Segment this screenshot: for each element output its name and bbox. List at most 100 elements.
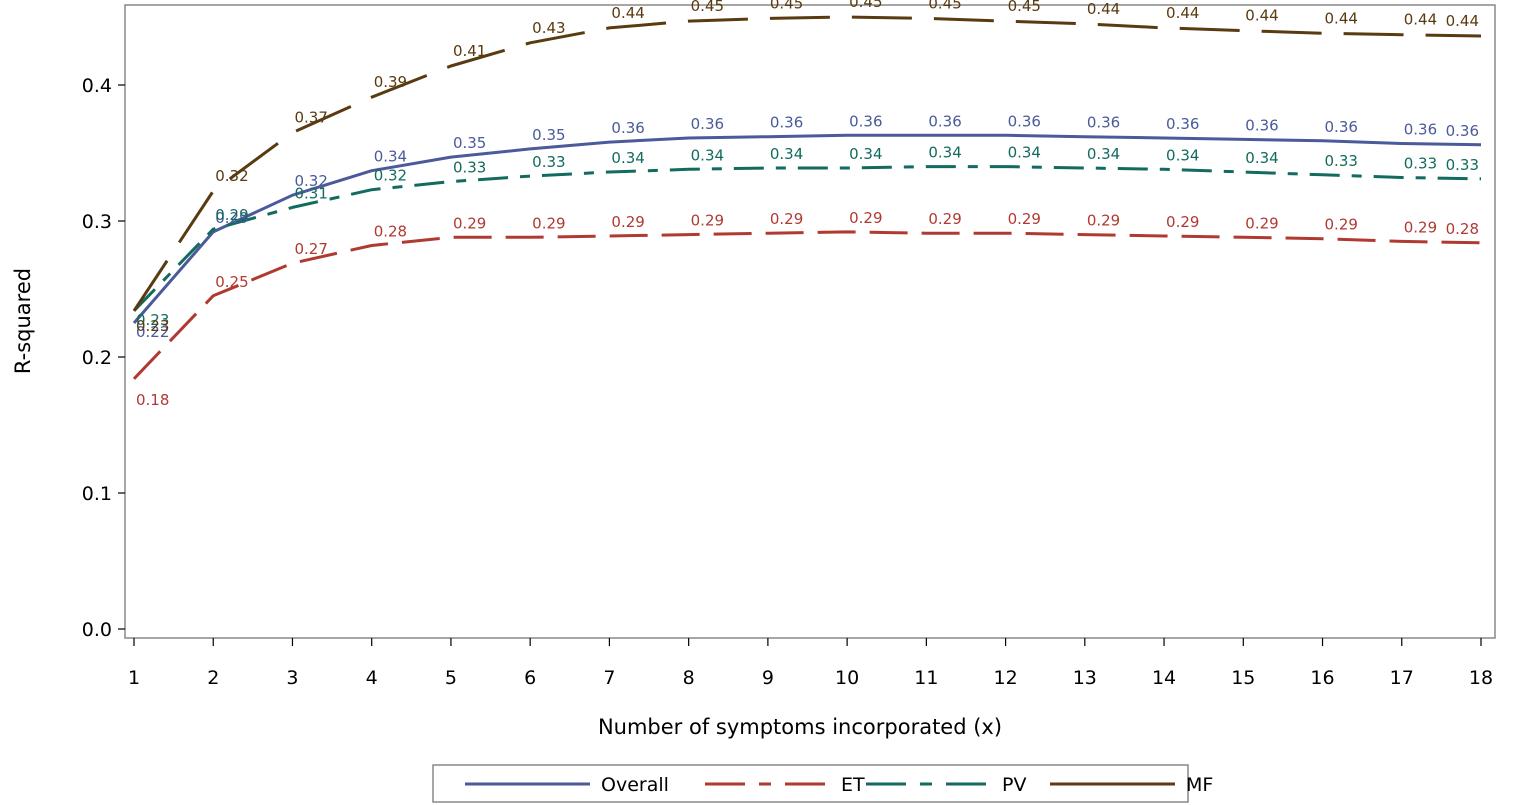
data-label-mf: 0.43 [532,19,565,37]
x-tick-label: 6 [524,667,536,689]
data-label-pv: 0.33 [1325,152,1358,170]
data-label-mf: 0.44 [1446,12,1479,30]
data-label-et: 0.29 [532,214,565,232]
data-label-et: 0.29 [611,213,644,231]
plot-frame-group [124,4,1496,639]
data-label-et: 0.18 [136,391,169,409]
data-label-pv: 0.34 [1008,144,1041,162]
x-tick-label: 17 [1390,667,1414,689]
data-label-et: 0.29 [1325,216,1358,234]
data-label-pv: 0.23 [136,311,169,329]
data-label-pv: 0.34 [691,146,724,164]
data-label-overall: 0.22 [136,323,169,341]
data-label-pv: 0.33 [453,159,486,177]
data-label-pv: 0.32 [374,167,407,185]
series-lines [132,15,1482,380]
data-label-pv: 0.33 [1404,154,1437,172]
x-tick-label: 14 [1152,667,1176,689]
y-tick-label: 0.0 [82,619,112,641]
data-label-overall: 0.36 [611,119,644,137]
x-tick-label: 1 [128,667,140,689]
x-tick-label: 7 [603,667,615,689]
x-tick-label: 10 [835,667,859,689]
data-label-et: 0.29 [1245,214,1278,232]
x-tick-label: 8 [683,667,695,689]
x-tick-label: 18 [1469,667,1493,689]
data-label-pv: 0.34 [928,144,961,162]
legend: Overall ET PV MF [432,764,1213,803]
data-label-pv: 0.29 [215,206,248,224]
data-label-overall: 0.36 [1087,114,1120,132]
data-label-et: 0.28 [374,222,407,240]
data-label-overall: 0.36 [770,114,803,132]
data-label-overall: 0.29 [215,209,248,227]
data-label-pv: 0.33 [532,153,565,171]
data-label-pv: 0.33 [1446,156,1479,174]
data-label-pv: 0.34 [1166,146,1199,164]
x-tick-label: 9 [762,667,774,689]
data-label-et: 0.29 [849,209,882,227]
data-label-overall: 0.36 [1325,118,1358,136]
x-tick-label: 3 [286,667,298,689]
data-label-mf: 0.23 [136,317,169,335]
y-tick-label: 0.2 [82,347,112,369]
x-axis: 1 2 3 4 5 6 7 8 9 10 11 12 13 14 15 16 17 18 [128,638,1493,689]
data-label-et: 0.29 [1166,213,1199,231]
data-label-overall: 0.36 [928,112,961,130]
data-label-et: 0.29 [1404,218,1437,236]
data-label-mf: 0.45 [691,0,724,15]
data-label-overall: 0.36 [1404,120,1437,138]
data-label-mf: 0.44 [1087,0,1120,18]
data-label-pv: 0.31 [294,184,327,202]
data-label-overall: 0.36 [691,115,724,133]
data-label-mf: 0.37 [294,109,327,127]
data-label-pv: 0.34 [611,149,644,167]
data-label-overall: 0.36 [1008,112,1041,130]
data-label-mf: 0.45 [770,0,803,12]
data-label-overall: 0.36 [1245,116,1278,134]
data-label-overall: 0.32 [294,172,327,190]
series-line-et [132,230,1482,380]
series-line-mf [132,15,1482,312]
data-label-overall: 0.34 [374,148,407,166]
legend-label-overall: Overall [601,774,669,796]
legend-label-pv: PV [1002,774,1026,796]
data-label-overall: 0.36 [1166,115,1199,133]
legend-label-mf: MF [1186,774,1213,796]
data-label-overall: 0.35 [532,126,565,144]
y-tick-label: 0.3 [82,211,112,233]
data-label-et: 0.27 [294,240,327,258]
data-labels: 0.220.290.320.340.35 0.35 0.36 0.36 0.36 0.36… [136,0,1479,409]
data-label-et: 0.29 [1008,210,1041,228]
data-label-mf: 0.32 [215,167,248,185]
data-label-et: 0.29 [453,214,486,232]
data-label-pv: 0.34 [1087,145,1120,163]
data-label-et: 0.29 [1087,212,1120,230]
data-label-et: 0.25 [215,273,248,291]
data-label-mf: 0.39 [374,73,407,91]
data-label-pv: 0.34 [1245,149,1278,167]
data-label-mf: 0.44 [1245,7,1278,25]
data-label-mf: 0.45 [928,0,961,12]
data-label-mf: 0.45 [849,0,882,11]
x-tick-label: 13 [1073,667,1097,689]
x-axis-title: Number of symptoms incorporated (x) [598,715,1002,739]
data-label-et: 0.29 [770,210,803,228]
data-label-mf: 0.44 [1325,9,1358,27]
x-tick-label: 16 [1310,667,1334,689]
legend-label-et: ET [841,774,865,796]
x-tick-label: 5 [445,667,457,689]
data-label-et: 0.29 [691,212,724,230]
x-tick-label: 4 [366,667,378,689]
data-label-mf: 0.44 [1404,11,1437,29]
plot-frame [124,4,1496,639]
y-axis: 0.0 0.1 0.2 0.3 0.4 [82,75,125,641]
data-label-mf: 0.44 [1166,4,1199,22]
data-label-mf: 0.45 [1008,0,1041,15]
data-label-mf: 0.44 [611,4,644,22]
x-tick-label: 11 [914,667,938,689]
data-label-mf: 0.41 [453,42,486,60]
data-label-overall: 0.36 [1446,122,1479,140]
x-tick-label: 15 [1231,667,1255,689]
